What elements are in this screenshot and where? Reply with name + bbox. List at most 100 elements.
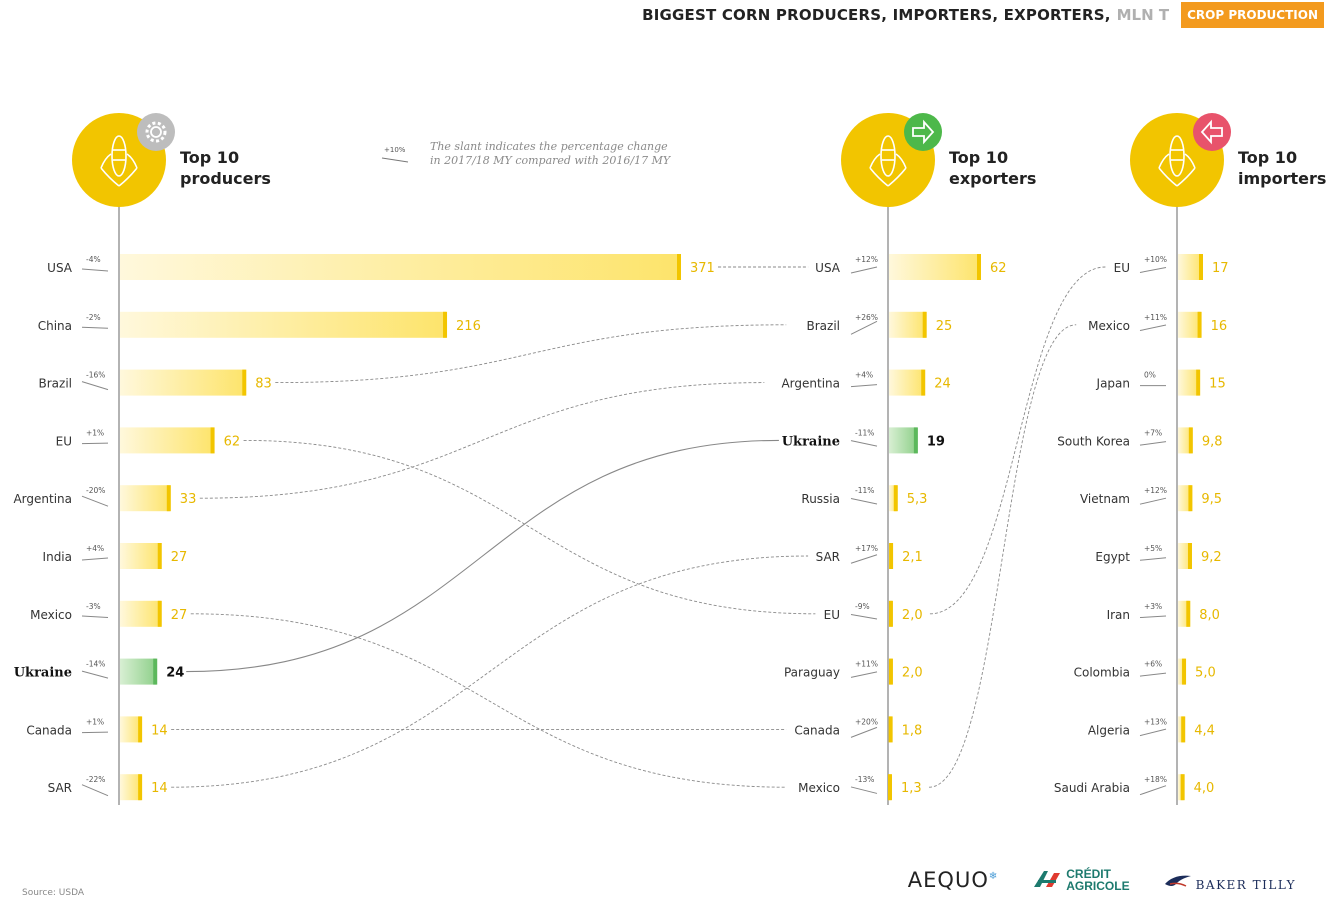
producers-row-usa: USA -4% 371	[47, 254, 715, 280]
value-label: 15	[1209, 377, 1226, 392]
importers-row-egypt: Egypt +5% 9,2	[1095, 543, 1222, 569]
change-label: +12%	[1144, 486, 1167, 495]
connector-argentina	[199, 382, 765, 499]
producers-row-india: India +4% 27	[43, 543, 187, 569]
value-label: 1,8	[902, 723, 923, 738]
partner-logos: AEQUO❄ CRÉDIT AGRICOLE BAKER TILLY	[908, 868, 1296, 892]
bar	[120, 311, 447, 338]
producers-row-canada: Canada +1% 14	[26, 716, 168, 743]
category-label: Vietnam	[1080, 492, 1130, 506]
bar-cap	[888, 774, 892, 801]
bar-cap	[893, 485, 898, 512]
change-slant-line	[850, 786, 878, 794]
arrow-right-icon	[912, 119, 935, 145]
value-label: 14	[151, 723, 168, 738]
change-slant-line	[850, 266, 878, 274]
change-label: -11%	[855, 428, 874, 437]
change-label: -2%	[86, 313, 101, 322]
bar	[1178, 485, 1192, 512]
exporters-row-usa: USA +12% 62	[815, 254, 1007, 280]
credit-agricole-line1: CRÉDIT	[1066, 867, 1111, 881]
producers-title-line2: producers	[180, 169, 271, 188]
change-slant-line	[1139, 324, 1167, 332]
change-slant-line	[81, 731, 109, 734]
change-slant-line	[81, 381, 109, 391]
arrow-left-shape	[1200, 119, 1223, 145]
change-label: +13%	[1144, 717, 1167, 726]
change-slant-line	[81, 326, 109, 329]
change-label: +11%	[855, 660, 878, 669]
category-label: Ukraine	[782, 434, 840, 449]
producers-row-eu: EU +1% 62	[56, 427, 241, 454]
category-label: USA	[815, 261, 841, 275]
bar-cap	[443, 311, 448, 338]
change-label: +7%	[1144, 428, 1162, 437]
gear-hub-shape	[150, 126, 162, 138]
importers-row-iran: Iran +3% 8,0	[1107, 600, 1220, 627]
producers-title-line1: Top 10	[180, 148, 239, 167]
legend-note-line1: The slant indicates the percentage chang…	[430, 140, 668, 153]
value-label: 2,0	[902, 608, 923, 623]
bar-cap	[1199, 254, 1203, 280]
change-label: -9%	[855, 602, 870, 611]
corn-cob-shape	[880, 135, 896, 177]
value-label: 83	[255, 377, 272, 392]
bar-cap	[1188, 427, 1193, 454]
bar-cap	[888, 600, 893, 627]
change-label: +12%	[855, 255, 878, 264]
change-label: +10%	[1144, 255, 1167, 264]
bar-cap	[913, 427, 918, 454]
category-label: Japan	[1096, 377, 1130, 391]
value-label: 62	[224, 434, 241, 449]
change-slant-line	[1139, 267, 1167, 273]
bar-cap	[166, 485, 171, 512]
change-slant-line	[1139, 557, 1167, 561]
change-label: -13%	[855, 775, 874, 784]
bar	[889, 311, 926, 338]
bar	[1178, 254, 1202, 280]
producers-row-ukraine: Ukraine -14% 24	[14, 658, 184, 685]
value-label: 8,0	[1199, 608, 1220, 623]
change-label: +4%	[855, 371, 873, 380]
bar-cap	[157, 543, 162, 569]
change-slant-line	[81, 495, 109, 507]
bar-cap	[138, 716, 143, 743]
corn-leaves-shape	[869, 153, 907, 187]
change-label: +18%	[1144, 775, 1167, 784]
value-label: 14	[151, 781, 168, 796]
value-label: 9,2	[1201, 550, 1222, 565]
value-label: 9,5	[1201, 492, 1222, 507]
exporters-row-russia: Russia -11% 5,3	[801, 485, 927, 512]
section-badge[interactable]: CROP PRODUCTION	[1181, 2, 1324, 28]
change-label: -3%	[86, 602, 101, 611]
connector-mexico	[190, 613, 787, 788]
change-slant-line	[81, 557, 109, 561]
bar-cap	[1180, 774, 1185, 801]
gear-icon	[145, 121, 167, 143]
bar-cap	[210, 427, 215, 454]
exporters-title-line2: exporters	[949, 169, 1036, 188]
bar	[1178, 658, 1186, 685]
value-label: 62	[990, 261, 1007, 276]
change-label: +17%	[855, 544, 878, 553]
bar-cap	[977, 254, 981, 280]
importers-row-japan: Japan 0% 15	[1096, 369, 1226, 396]
arrow-right-icon-badge	[904, 113, 942, 151]
bar-cap	[1196, 369, 1201, 396]
connector-lines	[171, 266, 1106, 788]
aequo-logo: AEQUO❄	[907, 868, 999, 892]
change-label: -4%	[86, 255, 101, 264]
corn-icon	[1158, 135, 1196, 187]
connector-eu-import	[929, 266, 1106, 615]
legend-note-line2: in 2017/18 MY compared with 2016/17 MY	[430, 154, 672, 167]
change-label: +11%	[1144, 313, 1167, 322]
legend-slant-sample	[381, 157, 409, 163]
bar-cap	[888, 658, 893, 685]
panel-exporters: Top 10 exporters USA +12% 62 Brazil +26% 25 Arge…	[781, 113, 1036, 805]
change-slant-line	[81, 615, 109, 619]
bar-cap	[1188, 485, 1193, 512]
bar-cap	[677, 254, 681, 280]
category-label: Argentina	[13, 492, 72, 506]
change-slant-line	[1139, 615, 1167, 619]
value-label: 16	[1211, 319, 1228, 334]
